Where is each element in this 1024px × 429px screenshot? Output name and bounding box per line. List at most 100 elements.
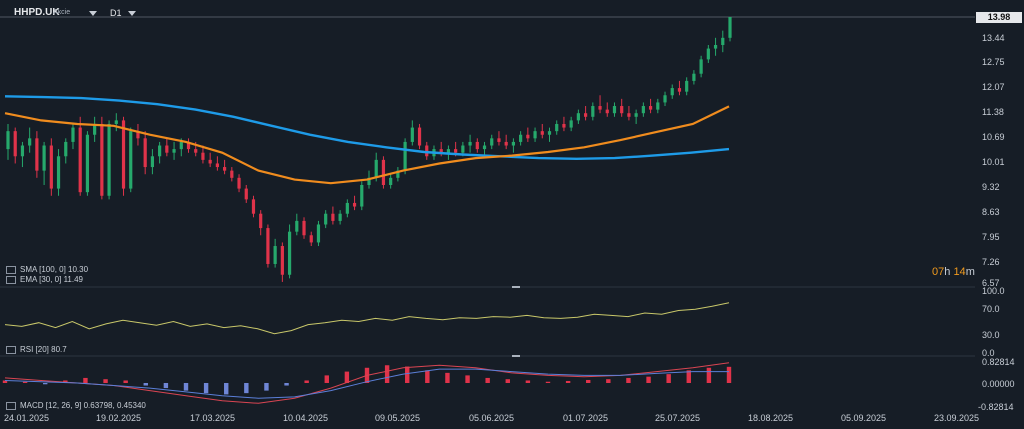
candle-body (425, 145, 429, 157)
candle-body (396, 170, 400, 178)
rsi-legend[interactable]: RSI [20] 80.7 (6, 345, 67, 354)
ema-legend-label: EMA [30, 0] 11.49 (20, 275, 84, 284)
price-tick: 12.75 (982, 57, 1005, 67)
candle-body (302, 220, 306, 236)
candle-body (143, 138, 147, 168)
candle-body (107, 123, 111, 196)
pane-resize-handle (512, 355, 520, 357)
candle-body (504, 141, 508, 146)
date-tick: 05.06.2025 (469, 413, 515, 423)
date-tick: 05.09.2025 (841, 413, 887, 423)
candle-body (324, 213, 328, 225)
candle-body (150, 156, 154, 168)
date-tick: 01.07.2025 (563, 413, 609, 423)
candle-body (454, 149, 458, 153)
candle-body (345, 202, 349, 214)
price-tick: 9.32 (982, 182, 1000, 192)
macd-histogram-bar (143, 383, 148, 386)
candle-body (93, 123, 97, 135)
candle-body (78, 127, 82, 193)
macd-histogram-bar (706, 367, 712, 383)
candle-body (35, 138, 39, 171)
candle-body (475, 141, 479, 150)
candle-body (656, 102, 660, 110)
indicator-settings-icon[interactable] (6, 345, 16, 354)
candle-countdown: 07h 14m (932, 266, 975, 278)
price-tick: 10.01 (982, 157, 1005, 167)
date-tick: 23.09.2025 (934, 413, 980, 423)
candle-body (367, 177, 371, 185)
candle-body (179, 141, 183, 150)
macd-histogram-bar (224, 383, 229, 395)
macd-legend-label: MACD [12, 26, 9] 0.63798, 0.45340 (20, 401, 146, 410)
candle-body (295, 220, 299, 232)
macd-histogram-bar (606, 379, 611, 383)
macd-histogram-bar (264, 383, 269, 391)
price-tick: 12.07 (982, 82, 1005, 92)
date-tick: 10.04.2025 (283, 413, 329, 423)
sma-legend[interactable]: SMA [100, 0] 10.30 (6, 265, 88, 274)
candle-body (266, 228, 270, 264)
candle-body (706, 48, 710, 60)
macd-histogram-bar (646, 376, 651, 383)
candle-body (280, 246, 284, 275)
candle-body (612, 106, 617, 114)
candle-body (64, 141, 68, 157)
candle-body (605, 109, 609, 114)
macd-histogram-bar (545, 381, 551, 383)
symbol-type: Akcie (53, 9, 71, 16)
current-price-badge: 13.98 (976, 12, 1022, 23)
countdown-hours-unit: h (944, 266, 951, 278)
timeframe-dropdown-icon[interactable] (128, 11, 136, 17)
candle-body (547, 131, 552, 135)
pane-resize-handle (512, 286, 520, 288)
candle-body (136, 131, 140, 139)
date-tick: 09.05.2025 (375, 413, 421, 423)
indicator-settings-icon[interactable] (6, 275, 16, 284)
candle-body (121, 120, 126, 189)
macd-tick: 0.82814 (982, 357, 1015, 367)
candle-body (713, 45, 718, 49)
date-tick: 25.07.2025 (655, 413, 701, 423)
candle-body (165, 145, 169, 153)
macd-histogram-bar (244, 383, 249, 394)
candle-body (352, 202, 357, 207)
candle-body (663, 95, 667, 103)
candle-body (201, 152, 205, 160)
candle-body (56, 156, 61, 189)
candle-body (186, 141, 191, 150)
macd-histogram-bar (284, 383, 289, 386)
candle-body (114, 120, 118, 124)
indicator-settings-icon[interactable] (6, 265, 16, 274)
candle-body (374, 159, 378, 178)
timeframe-selector[interactable]: D1 (110, 8, 122, 18)
candle-body (620, 106, 624, 114)
price-tick: 7.95 (982, 232, 1000, 242)
ema-legend[interactable]: EMA [30, 0] 11.49 (6, 275, 83, 284)
candle-body (526, 134, 530, 139)
symbol-name[interactable]: HHPD.UK (14, 7, 60, 18)
symbol-dropdown-icon[interactable] (89, 11, 97, 17)
candle-body (627, 113, 631, 117)
macd-histogram-bar (425, 370, 430, 383)
candle-body (309, 235, 313, 243)
macd-histogram-bar (666, 374, 671, 383)
candle-body (381, 159, 386, 185)
indicator-settings-icon[interactable] (6, 401, 16, 410)
candle-body (497, 138, 501, 142)
candle-body (273, 246, 277, 264)
date-tick: 19.02.2025 (96, 413, 142, 423)
candle-body (584, 113, 588, 117)
macd-histogram-bar (304, 380, 309, 383)
rsi-tick: 0.0 (982, 348, 995, 358)
candle-body (677, 88, 682, 92)
sma-line (4, 95, 730, 161)
macd-histogram-bar (123, 380, 128, 383)
macd-tick: -0.82814 (978, 402, 1014, 412)
macd-histogram-bar (2, 380, 8, 383)
candle-body (490, 138, 494, 146)
macd-legend[interactable]: MACD [12, 26, 9] 0.63798, 0.45340 (6, 401, 146, 410)
candle-body (692, 73, 696, 81)
candle-body (468, 141, 472, 146)
